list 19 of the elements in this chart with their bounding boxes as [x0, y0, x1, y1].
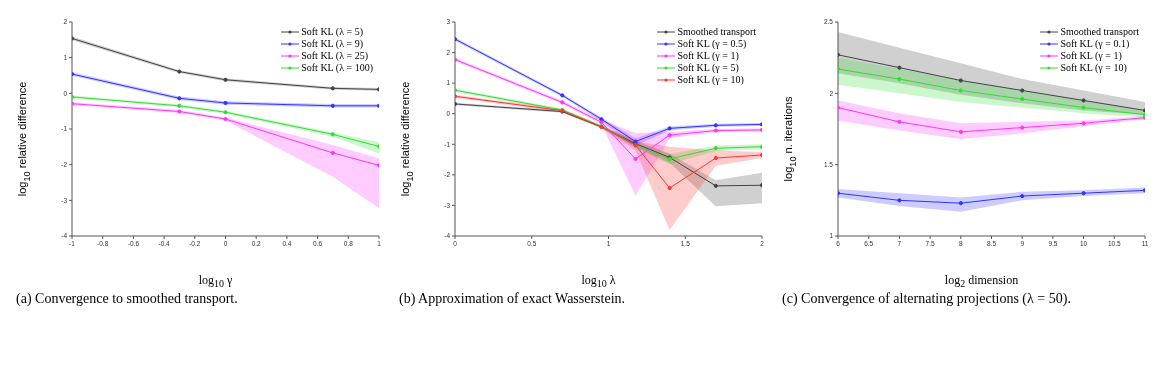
x-axis-title: log$_{10}$ γ [197, 273, 234, 290]
legend-label: Soft KL (γ = 10) [1060, 62, 1127, 74]
text: (c) Convergence of alternating projections (λ = 50). [781, 290, 1072, 307]
legend-label: Soft KL (γ = 0.5) [677, 38, 747, 50]
legend-label: Smoothed transport [1060, 26, 1139, 38]
x-axis-title: log$_{10}$ λ [580, 273, 617, 290]
legend-label: Soft KL (γ = 10) [677, 74, 744, 86]
x-axis-title: log$_{2}$ dimension [943, 273, 1020, 290]
text: (b) Approximation of exact Wasserstein. [398, 290, 627, 307]
legend-label: Soft KL (λ = 5) [301, 26, 363, 38]
legend-label: Soft KL (λ = 25) [301, 50, 368, 62]
legend-label: Soft KL (λ = 100) [301, 62, 373, 74]
legend-label: Soft KL (γ = 1) [677, 50, 739, 62]
legend-label: Soft KL (γ = 0.1) [1060, 38, 1130, 50]
text: (a) Convergence to smoothed transport. [15, 290, 239, 307]
legend-label: Soft KL (γ = 1) [1060, 50, 1122, 62]
legend-label: Smoothed transport [677, 26, 756, 38]
legend-label: Soft KL (γ = 5) [677, 62, 739, 74]
legend-label: Soft KL (λ = 9) [301, 38, 363, 50]
